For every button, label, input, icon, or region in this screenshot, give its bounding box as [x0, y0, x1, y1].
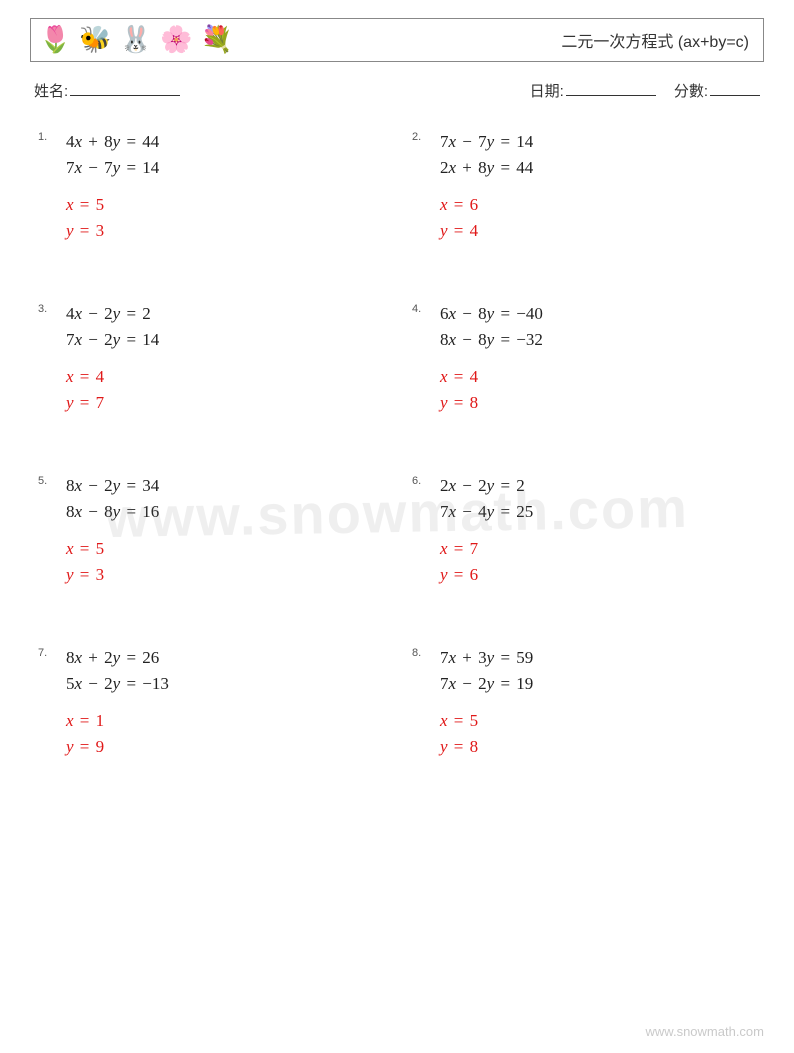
problem-number: 4.: [412, 301, 440, 315]
answer-y: y = 9: [66, 734, 169, 760]
answer-x: x = 4: [440, 364, 543, 390]
answer: x = 5y = 3: [66, 536, 159, 587]
answer-y: y = 4: [440, 218, 533, 244]
problem-body: 7x + 3y = 597x − 2y = 19 x = 5y = 8: [440, 645, 533, 759]
equation-1: 8x + 2y = 26: [66, 645, 169, 671]
answer-x: x = 5: [66, 536, 159, 562]
problem-number: 6.: [412, 473, 440, 487]
bee-icon: 🐝: [79, 27, 111, 53]
bunny-icon: 🐰: [120, 27, 152, 53]
answer-y: y = 8: [440, 734, 533, 760]
equation-1: 8x − 2y = 34: [66, 473, 159, 499]
equation-1: 4x − 2y = 2: [66, 301, 159, 327]
problem: 8.7x + 3y = 597x − 2y = 19 x = 5y = 8: [412, 645, 756, 759]
answer-y: y = 3: [66, 218, 159, 244]
equation-2: 7x − 4y = 25: [440, 499, 533, 525]
equation-2: 7x − 2y = 14: [66, 327, 159, 353]
problem: 2.7x − 7y = 142x + 8y = 44 x = 6y = 4: [412, 129, 756, 243]
answer: x = 7y = 6: [440, 536, 533, 587]
answer-y: y = 6: [440, 562, 533, 588]
answer: x = 4y = 7: [66, 364, 159, 415]
problem-number: 8.: [412, 645, 440, 659]
tulip-icon: 🌷: [39, 27, 71, 53]
score-blank[interactable]: [710, 82, 760, 96]
problem-body: 8x − 2y = 348x − 8y = 16 x = 5y = 3: [66, 473, 159, 587]
answer: x = 6y = 4: [440, 192, 533, 243]
equation-2: 8x − 8y = −32: [440, 327, 543, 353]
problem: 6.2x − 2y = 27x − 4y = 25 x = 7y = 6: [412, 473, 756, 587]
answer-x: x = 1: [66, 708, 169, 734]
answer-y: y = 7: [66, 390, 159, 416]
answer: x = 4y = 8: [440, 364, 543, 415]
problems-grid: 1.4x + 8y = 447x − 7y = 14x = 5y = 32.7x…: [30, 129, 764, 759]
answer-x: x = 7: [440, 536, 533, 562]
problem-body: 8x + 2y = 265x − 2y = −13 x = 1y = 9: [66, 645, 169, 759]
name-field: 姓名:: [34, 80, 180, 101]
problem-body: 6x − 8y = −408x − 8y = −32 x = 4y = 8: [440, 301, 543, 415]
answer-x: x = 5: [440, 708, 533, 734]
equation-1: 2x − 2y = 2: [440, 473, 533, 499]
problem-body: 4x − 2y = 27x − 2y = 14 x = 4y = 7: [66, 301, 159, 415]
answer-y: y = 3: [66, 562, 159, 588]
answer: x = 1y = 9: [66, 708, 169, 759]
date-blank[interactable]: [566, 82, 656, 96]
problem-number: 5.: [38, 473, 66, 487]
problem-number: 1.: [38, 129, 66, 143]
score-label: 分數:: [674, 80, 708, 101]
equation-2: 8x − 8y = 16: [66, 499, 159, 525]
info-row: 姓名: 日期: 分數:: [34, 80, 760, 101]
answer-y: y = 8: [440, 390, 543, 416]
problem-body: 7x − 7y = 142x + 8y = 44 x = 6y = 4: [440, 129, 533, 243]
problem: 5.8x − 2y = 348x − 8y = 16 x = 5y = 3: [38, 473, 382, 587]
equation-1: 7x − 7y = 14: [440, 129, 533, 155]
problem-number: 2.: [412, 129, 440, 143]
problem-body: 4x + 8y = 447x − 7y = 14 x = 5y = 3: [66, 129, 159, 243]
problem: 1.4x + 8y = 447x − 7y = 14 x = 5y = 3: [38, 129, 382, 243]
date-label: 日期:: [530, 80, 564, 101]
bouquet-icon: 💐: [201, 27, 233, 53]
problem-body: 2x − 2y = 27x − 4y = 25 x = 7y = 6: [440, 473, 533, 587]
problem: 4.6x − 8y = −408x − 8y = −32 x = 4y = 8: [412, 301, 756, 415]
equation-2: 5x − 2y = −13: [66, 671, 169, 697]
problem-number: 3.: [38, 301, 66, 315]
name-label: 姓名:: [34, 80, 68, 101]
answer-x: x = 6: [440, 192, 533, 218]
header-box: 🌷 🐝 🐰 🌸 💐 二元一次方程式 (ax+by=c): [30, 18, 764, 62]
worksheet-title: 二元一次方程式 (ax+by=c): [561, 28, 749, 52]
answer: x = 5y = 3: [66, 192, 159, 243]
header-icons: 🌷 🐝 🐰 🌸 💐: [39, 27, 233, 53]
equation-2: 7x − 2y = 19: [440, 671, 533, 697]
answer-x: x = 4: [66, 364, 159, 390]
worksheet-page: 🌷 🐝 🐰 🌸 💐 二元一次方程式 (ax+by=c) 姓名: 日期: 分數: …: [0, 0, 794, 759]
problem: 7.8x + 2y = 265x − 2y = −13 x = 1y = 9: [38, 645, 382, 759]
answer: x = 5y = 8: [440, 708, 533, 759]
flower-icon: 🌸: [160, 27, 192, 53]
equation-1: 6x − 8y = −40: [440, 301, 543, 327]
footer-url: www.snowmath.com: [646, 1024, 764, 1039]
problem: 3.4x − 2y = 27x − 2y = 14 x = 4y = 7: [38, 301, 382, 415]
equation-2: 2x + 8y = 44: [440, 155, 533, 181]
equation-2: 7x − 7y = 14: [66, 155, 159, 181]
problem-number: 7.: [38, 645, 66, 659]
name-blank[interactable]: [70, 82, 180, 96]
answer-x: x = 5: [66, 192, 159, 218]
equation-1: 4x + 8y = 44: [66, 129, 159, 155]
equation-1: 7x + 3y = 59: [440, 645, 533, 671]
